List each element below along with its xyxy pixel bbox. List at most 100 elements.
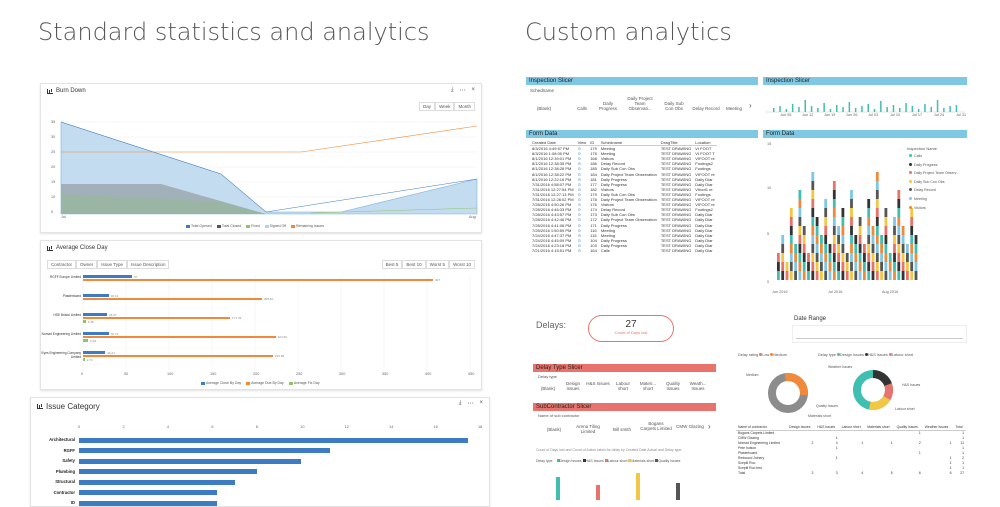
view-icon[interactable]: ⊙ bbox=[577, 202, 581, 208]
legend-item[interactable]: Average Fix Day bbox=[288, 381, 320, 385]
view-icon[interactable]: ⊙ bbox=[577, 197, 581, 203]
slicer-item[interactable]: Bill smith bbox=[612, 427, 631, 432]
tab-issue-type[interactable]: Issue Type bbox=[97, 260, 127, 269]
slicer-item[interactable]: Daily Project Team Observati... bbox=[627, 96, 653, 111]
view-icon[interactable]: ⊙ bbox=[577, 166, 581, 172]
view-icon[interactable]: ⊙ bbox=[577, 207, 581, 213]
download-icon[interactable]: ⤓ bbox=[458, 400, 462, 406]
view-icon[interactable]: ⊙ bbox=[577, 242, 581, 248]
column-header[interactable]: H&S Issues bbox=[815, 425, 840, 431]
table-row[interactable]: 7/28/2016 4:41:06 PM ⊙ 171 Daily Progress TE… bbox=[530, 223, 717, 228]
table-row[interactable]: 7/28/2016 4:50:26 PM ⊙ 176 Visitors TEST DRA… bbox=[530, 202, 717, 207]
slicer-item[interactable]: (Blank) bbox=[546, 427, 562, 432]
slicer-item[interactable]: Materi... short bbox=[639, 381, 657, 391]
table-row[interactable]: 8/1/2016 12:38:22 PM ⊙ 184 Daily Project Te… bbox=[530, 172, 717, 177]
tab-worst-5[interactable]: Worst 5 bbox=[425, 260, 450, 269]
close-icon[interactable]: × bbox=[479, 400, 483, 406]
date-range-slider[interactable] bbox=[792, 325, 967, 343]
view-icon[interactable]: ⊙ bbox=[577, 181, 581, 187]
tab-worst-10[interactable]: Worst 10 bbox=[449, 260, 475, 269]
view-icon[interactable]: ⊙ bbox=[577, 247, 581, 253]
view-icon[interactable]: ⊙ bbox=[577, 156, 581, 162]
chevron-right-icon[interactable]: › bbox=[749, 101, 752, 110]
slicer-item[interactable]: Daily Sub Con Obs bbox=[664, 101, 684, 111]
slicer-item[interactable]: Meeting bbox=[725, 106, 742, 111]
slicer-item[interactable]: Calls bbox=[576, 106, 587, 111]
table-row[interactable]: 8/1/2016 12:38:28 PM ⊙ 185 Daily Sub Con Ob… bbox=[530, 166, 717, 171]
view-icon[interactable]: ⊙ bbox=[577, 232, 581, 238]
slicer-item[interactable]: Weath... Issues bbox=[689, 381, 707, 391]
legend-item[interactable]: Remaining Issues bbox=[291, 224, 324, 228]
table-row[interactable]: 7/28/2016 4:42:46 PM ⊙ 172 Daily Project Te… bbox=[530, 217, 717, 222]
column-header[interactable]: Labour short bbox=[839, 425, 866, 431]
view-icon[interactable]: ⊙ bbox=[577, 186, 581, 192]
table-row[interactable]: 8/1/2016 12:38:35 PM ⊙ 186 Delay Record TEST… bbox=[530, 161, 717, 166]
table-row[interactable]: 7/28/2016 4:46:33 PM ⊙ 174 Delay Record TEST… bbox=[530, 207, 717, 212]
legend-item[interactable]: Average Close By Day bbox=[201, 381, 241, 385]
more-icon[interactable]: ⋯ bbox=[467, 401, 474, 407]
tab-contractor[interactable]: Contractor bbox=[47, 260, 77, 269]
slicer-item[interactable]: Delay Record bbox=[692, 106, 720, 111]
slicer-item[interactable]: Arena Tiling Limited bbox=[576, 424, 600, 434]
view-icon[interactable]: ⊙ bbox=[577, 146, 581, 152]
view-icon[interactable]: ⊙ bbox=[577, 212, 581, 218]
legend-item[interactable]: Meeting bbox=[909, 197, 927, 201]
legend-item[interactable]: Average Due By Day bbox=[246, 381, 284, 385]
table-row[interactable]: 7/21/2016 4:15:51 PM ⊙ 164 Calls TEST DRAWIN… bbox=[530, 248, 717, 253]
table-row[interactable]: 7/25/2016 1:50:59 PM ⊙ 116 Meeting TEST DRAW… bbox=[530, 228, 717, 233]
slicer-item[interactable]: H&S Issues bbox=[586, 381, 610, 386]
column-header[interactable]: Created Date bbox=[530, 140, 576, 147]
tab-owner[interactable]: Owner bbox=[76, 260, 98, 269]
table-row[interactable]: 8/3/2016 4:49:57 PM ⊙ 179 Meeting TEST DRAWI… bbox=[530, 146, 717, 152]
legend-item[interactable]: Delay Record bbox=[909, 188, 936, 192]
tab-issue-description[interactable]: Issue Description bbox=[126, 260, 170, 269]
view-icon[interactable]: ⊙ bbox=[577, 237, 581, 243]
table-row[interactable]: 7/28/2016 4:43:57 PM ⊙ 173 Daily Sub Con Ob… bbox=[530, 212, 717, 217]
table-row[interactable]: 8/1/2016 12:39:01 PM ⊙ 168 Visitors TEST DRA… bbox=[530, 156, 717, 161]
view-icon[interactable]: ⊙ bbox=[577, 171, 581, 177]
range-week-button[interactable]: Week bbox=[435, 102, 455, 111]
slicer-item[interactable]: CMW Glazing bbox=[676, 424, 704, 429]
tab-best-5[interactable]: Best 5 bbox=[381, 260, 403, 269]
column-header[interactable]: Schedname bbox=[598, 140, 659, 147]
table-row[interactable]: 7/24/2016 4:47:37 PM ⊙ 115 Meeting TEST DRAW… bbox=[530, 233, 717, 238]
table-row[interactable]: 7/31/2016 4:58:07 PM ⊙ 177 Daily Progress TE… bbox=[530, 182, 717, 187]
table-row[interactable]: 8/1/2016 12:22:16 PM ⊙ 181 Daily Progress TE… bbox=[530, 177, 717, 182]
slicer-item[interactable]: (Blank) bbox=[536, 106, 552, 111]
view-icon[interactable]: ⊙ bbox=[577, 151, 581, 157]
view-icon[interactable]: ⊙ bbox=[577, 161, 581, 167]
view-icon[interactable]: ⊙ bbox=[577, 227, 581, 233]
column-header[interactable]: ID bbox=[588, 140, 599, 147]
range-month-button[interactable]: Month bbox=[454, 102, 475, 111]
view-icon[interactable]: ⊙ bbox=[577, 222, 581, 228]
legend-item[interactable]: Signed Off bbox=[264, 224, 286, 228]
table-row[interactable]: 7/31/2016 12:27:54 PM ⊙ 182 Visitors TEST DR… bbox=[530, 187, 717, 192]
slicer-item[interactable]: (Blank) bbox=[540, 386, 556, 391]
tab-best-10[interactable]: Best 10 bbox=[402, 260, 426, 269]
legend-item[interactable]: Daily Project Team Observ... bbox=[909, 171, 959, 175]
legend-item[interactable]: Daily Progress bbox=[909, 162, 937, 167]
column-header[interactable]: Quality Issues bbox=[894, 425, 923, 431]
table-row[interactable]: 7/24/2016 4:45:09 PM ⊙ 104 Daily Progress TE… bbox=[530, 238, 717, 243]
legend-item[interactable]: Visitors bbox=[909, 205, 926, 210]
slicer-item[interactable]: Quality Issues bbox=[665, 381, 680, 391]
column-header[interactable]: Design Issues bbox=[787, 425, 816, 431]
slicer-item[interactable]: Design Issues bbox=[565, 381, 580, 391]
legend-item[interactable]: Calls bbox=[909, 154, 922, 158]
download-icon[interactable]: ⤓ bbox=[450, 87, 454, 93]
legend-item[interactable]: Total Opened bbox=[186, 224, 212, 228]
legend-item[interactable]: Total Closed bbox=[216, 224, 241, 228]
view-icon[interactable]: ⊙ bbox=[577, 191, 581, 197]
close-icon[interactable]: × bbox=[471, 87, 475, 93]
column-header[interactable]: Weather Issues bbox=[922, 425, 954, 431]
legend-item[interactable]: Fixed bbox=[246, 224, 260, 228]
table-row[interactable]: 7/31/2016 12:27:13 PM ⊙ 179 Daily Sub Con O… bbox=[530, 192, 717, 197]
slicer-item[interactable]: Bogans Carpets Limited bbox=[640, 421, 672, 431]
column-header[interactable]: Name of contractor bbox=[736, 425, 788, 431]
column-header[interactable]: DrwgTitle bbox=[658, 140, 694, 147]
column-header[interactable]: Location bbox=[693, 140, 717, 147]
column-header[interactable]: Total bbox=[953, 425, 966, 431]
slicer-item[interactable]: Labour short bbox=[615, 381, 630, 391]
column-header[interactable]: Materials short bbox=[865, 425, 895, 431]
more-icon[interactable]: ⋯ bbox=[459, 88, 466, 94]
